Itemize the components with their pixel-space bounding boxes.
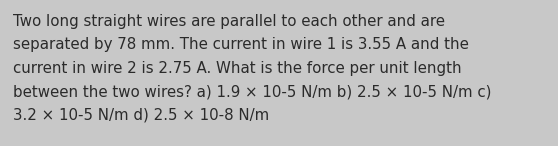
Text: 3.2 × 10-5 N/m d) 2.5 × 10-8 N/m: 3.2 × 10-5 N/m d) 2.5 × 10-8 N/m: [13, 108, 270, 123]
Text: between the two wires? a) 1.9 × 10-5 N/m b) 2.5 × 10-5 N/m c): between the two wires? a) 1.9 × 10-5 N/m…: [13, 85, 492, 100]
Text: separated by 78 mm. The current in wire 1 is 3.55 A and the: separated by 78 mm. The current in wire …: [13, 38, 469, 53]
Text: Two long straight wires are parallel to each other and are: Two long straight wires are parallel to …: [13, 14, 445, 29]
Text: current in wire 2 is 2.75 A. What is the force per unit length: current in wire 2 is 2.75 A. What is the…: [13, 61, 461, 76]
